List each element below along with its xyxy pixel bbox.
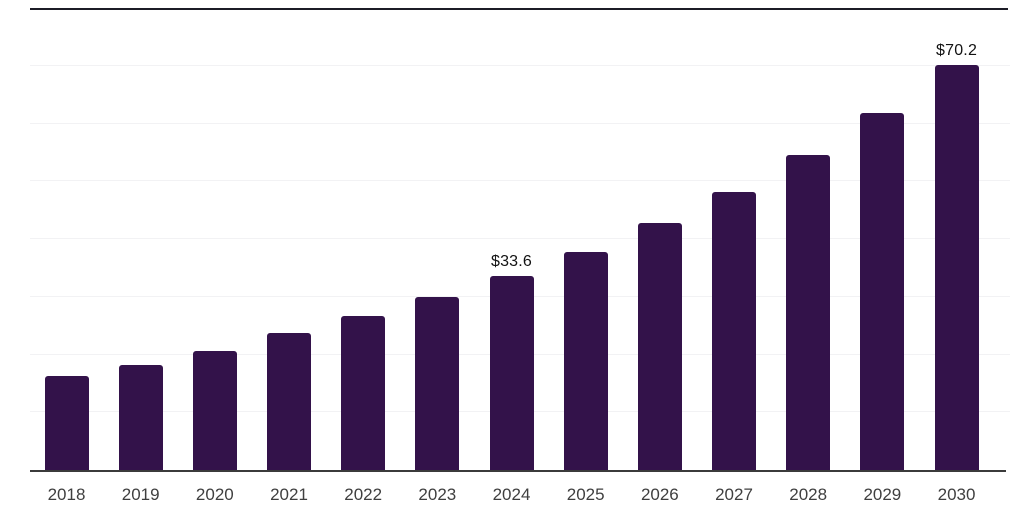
bar-2030: [934, 64, 979, 470]
bar-2029: [860, 113, 905, 470]
x-tick-label-2029: 2029: [863, 485, 902, 504]
x-tick-label-2018: 2018: [47, 485, 86, 504]
plot-top-border: [30, 8, 1008, 10]
bar-2027: [712, 191, 757, 470]
value-label-2030: $70.2: [936, 41, 978, 59]
gridline: [30, 180, 1010, 182]
x-tick-label-2025: 2025: [566, 485, 605, 504]
x-axis-line: [30, 470, 1006, 472]
x-tick-label-2022: 2022: [344, 485, 383, 504]
x-tick-label-2023: 2023: [418, 485, 457, 504]
x-tick-label-2019: 2019: [121, 485, 160, 504]
bar-2025: [563, 251, 608, 470]
gridline: [30, 64, 1010, 66]
x-tick-label-2030: 2030: [937, 485, 976, 504]
bar-2020: [192, 351, 237, 470]
bar-2019: [118, 364, 163, 470]
x-tick-label-2020: 2020: [195, 485, 234, 504]
bar-2024: [489, 275, 534, 470]
gridline: [30, 122, 1010, 124]
gridline: [30, 238, 1010, 239]
x-tick-label-2028: 2028: [789, 485, 828, 504]
bar-2026: [637, 223, 682, 470]
bar-2028: [786, 154, 831, 470]
value-label-2024: $33.6: [490, 252, 533, 270]
bar-2021: [267, 333, 311, 470]
bar-2022: [341, 316, 386, 470]
x-tick-label-2021: 2021: [270, 485, 308, 504]
x-tick-label-2024: 2024: [492, 485, 531, 504]
plot-area: [30, 8, 1010, 472]
bar-2023: [415, 296, 460, 470]
x-tick-label-2026: 2026: [640, 485, 679, 504]
x-tick-label-2027: 2027: [715, 485, 753, 504]
bar-2018: [44, 376, 89, 470]
